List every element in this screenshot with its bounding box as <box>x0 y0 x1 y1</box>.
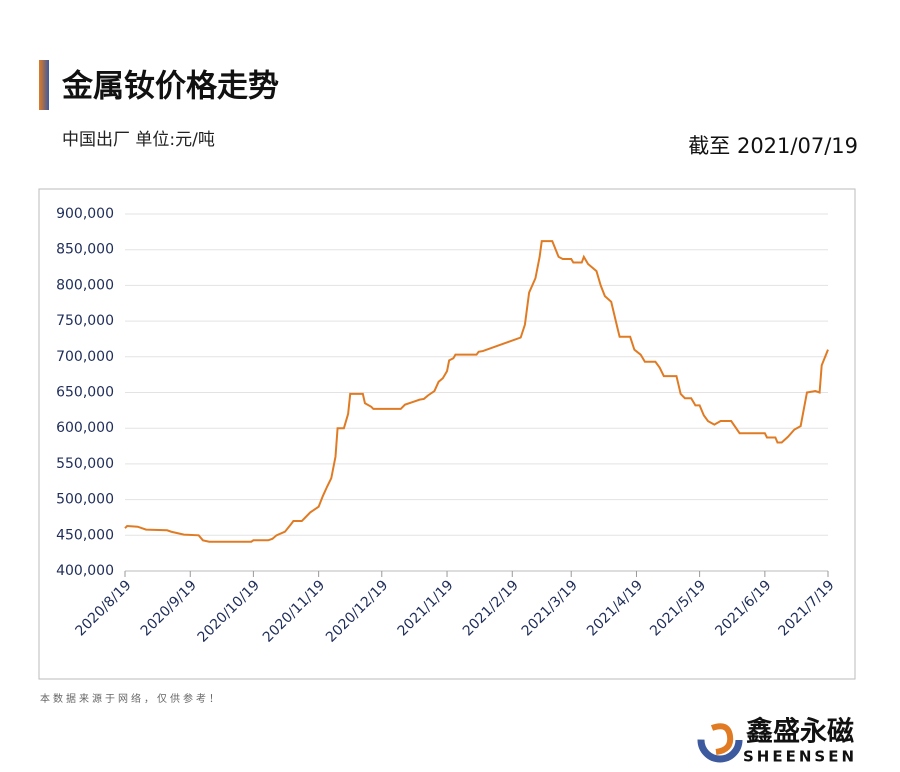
x-tick-label: 2020/9/19 <box>138 577 200 639</box>
date-note: 截至 2021/07/19 <box>688 134 858 158</box>
chart-frame <box>38 188 856 680</box>
x-tick-label: 2021/5/19 <box>647 577 709 639</box>
y-tick-label: 400,000 <box>56 563 114 579</box>
y-tick-label: 750,000 <box>56 313 114 329</box>
x-tick-label: 2020/11/19 <box>260 577 328 645</box>
x-tick-label: 2021/2/19 <box>460 577 522 639</box>
x-tick-label: 2021/4/19 <box>584 577 646 639</box>
y-tick-label: 850,000 <box>56 242 114 258</box>
y-tick-label: 500,000 <box>56 492 114 508</box>
x-tick-label: 2021/7/19 <box>776 577 838 639</box>
y-tick-label: 900,000 <box>56 206 114 222</box>
x-tick-label: 2021/6/19 <box>712 577 774 639</box>
y-tick-label: 600,000 <box>56 420 114 436</box>
x-tick-label: 2021/3/19 <box>519 577 581 639</box>
x-tick-label: 2020/12/19 <box>323 577 391 645</box>
logo-icon <box>697 717 743 763</box>
title-accent <box>39 60 49 110</box>
logo-name: 鑫盛永磁 <box>746 716 854 748</box>
y-tick-label: 650,000 <box>56 385 114 401</box>
y-tick-label: 700,000 <box>56 349 114 365</box>
source-note: 本数据来源于网络，仅供参考！ <box>40 692 222 705</box>
price-line <box>124 240 829 543</box>
y-tick-label: 450,000 <box>56 527 114 543</box>
plot-area: 400,000 450,000 500,000 550,000 600,000 650,0… <box>56 206 838 646</box>
y-tick-label: 550,000 <box>56 456 114 472</box>
chart-title: 金属钕价格走势 <box>61 69 279 105</box>
x-tick-label: 2021/1/19 <box>395 577 457 639</box>
x-tick-label: 2020/8/19 <box>73 577 135 639</box>
x-tick-label: 2020/10/19 <box>195 577 263 645</box>
subtitle: 中国出厂 单位:元/吨 <box>62 130 215 150</box>
y-tick-label: 800,000 <box>56 277 114 293</box>
logo-sub: SHEENSEN <box>743 748 857 766</box>
